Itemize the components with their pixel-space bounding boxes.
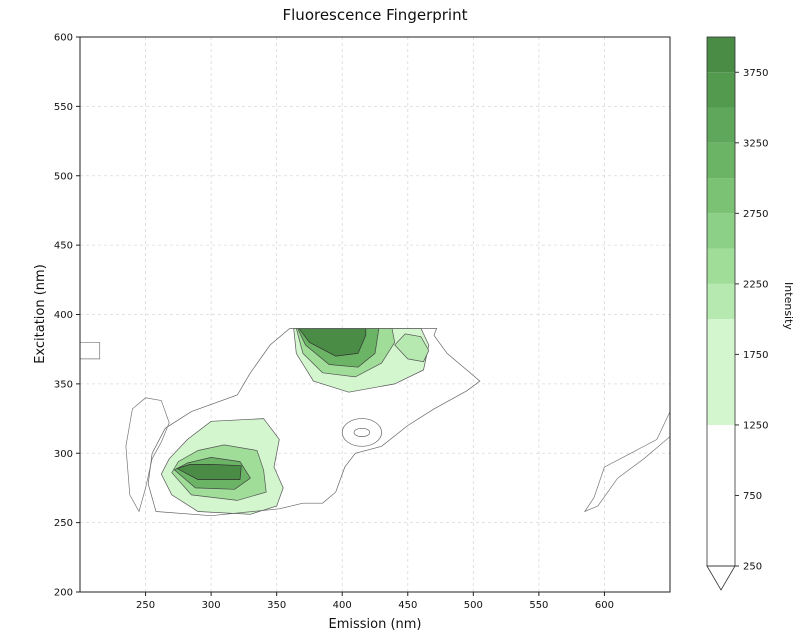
colorbar-tick-label: 250: [743, 562, 762, 573]
colorbar: [706, 36, 736, 591]
colorbar-segment: [707, 424, 735, 566]
x-axis-label: Emission (nm): [328, 617, 421, 632]
y-axis-label: Excitation (nm): [33, 264, 48, 364]
contour-line-outer: [147, 328, 481, 517]
colorbar-tick-label: 2250: [743, 279, 768, 290]
contour-line-ring: [341, 418, 382, 447]
contour-fills: [160, 328, 430, 515]
colorbar-label: Intensity: [782, 282, 795, 330]
x-tick-label: 500: [464, 600, 483, 611]
colorbar-segment: [707, 72, 735, 108]
colorbar-ticks: 250 750 1250 1750 2250 2750 3250 3750: [735, 68, 768, 573]
colorbar-frame: [706, 36, 736, 567]
colorbar-tick-label: 1750: [743, 350, 768, 361]
x-tick-label: 250: [136, 600, 155, 611]
y-tick-label: 200: [54, 588, 73, 599]
x-tick-label: 350: [267, 600, 286, 611]
colorbar-extend-arrow: [706, 565, 736, 591]
x-tick-label: 450: [398, 600, 417, 611]
grid-lines: [80, 36, 670, 593]
colorbar-tick-label: 3250: [743, 138, 768, 149]
y-tick-label: 450: [54, 241, 73, 252]
y-tick-label: 600: [54, 33, 73, 44]
colorbar-segment: [707, 248, 735, 284]
colorbar-tick-label: 3750: [743, 68, 768, 79]
contour-region-peak-c: [394, 333, 430, 363]
colorbar-segment: [707, 37, 735, 73]
x-tick-label: 600: [595, 600, 614, 611]
y-tick-label: 550: [54, 102, 73, 113]
y-tick-label: 250: [54, 518, 73, 529]
colorbar-tick-label: 1250: [743, 420, 768, 431]
y-axis-ticks: 200 250 300 350 400 450 500 550 600: [54, 33, 80, 599]
colorbar-segment: [707, 283, 735, 320]
contour-line-edge: [80, 341, 101, 360]
colorbar-segment: [707, 319, 735, 425]
x-tick-label: 550: [529, 600, 548, 611]
colorbar-segment: [707, 178, 735, 214]
x-tick-label: 300: [202, 600, 221, 611]
colorbar-segment: [707, 142, 735, 179]
y-tick-label: 400: [54, 310, 73, 321]
contour-line-right: [583, 411, 670, 513]
contour-lines: [80, 328, 670, 517]
colorbar-segment: [707, 107, 735, 143]
x-axis-ticks: 250 300 350 400 450 500 550 600: [136, 592, 614, 611]
contour-line-ring: [353, 427, 371, 437]
x-tick-label: 400: [333, 600, 352, 611]
colorbar-tick-label: 2750: [743, 209, 768, 220]
colorbar-tick-label: 750: [743, 491, 762, 502]
contour-region-peak-a: [176, 464, 242, 480]
colorbar-segment: [707, 213, 735, 249]
y-tick-label: 350: [54, 379, 73, 390]
y-tick-label: 300: [54, 449, 73, 460]
chart-title: Fluorescence Fingerprint: [282, 6, 468, 24]
y-tick-label: 500: [54, 171, 73, 182]
contour-line-left: [125, 397, 170, 513]
